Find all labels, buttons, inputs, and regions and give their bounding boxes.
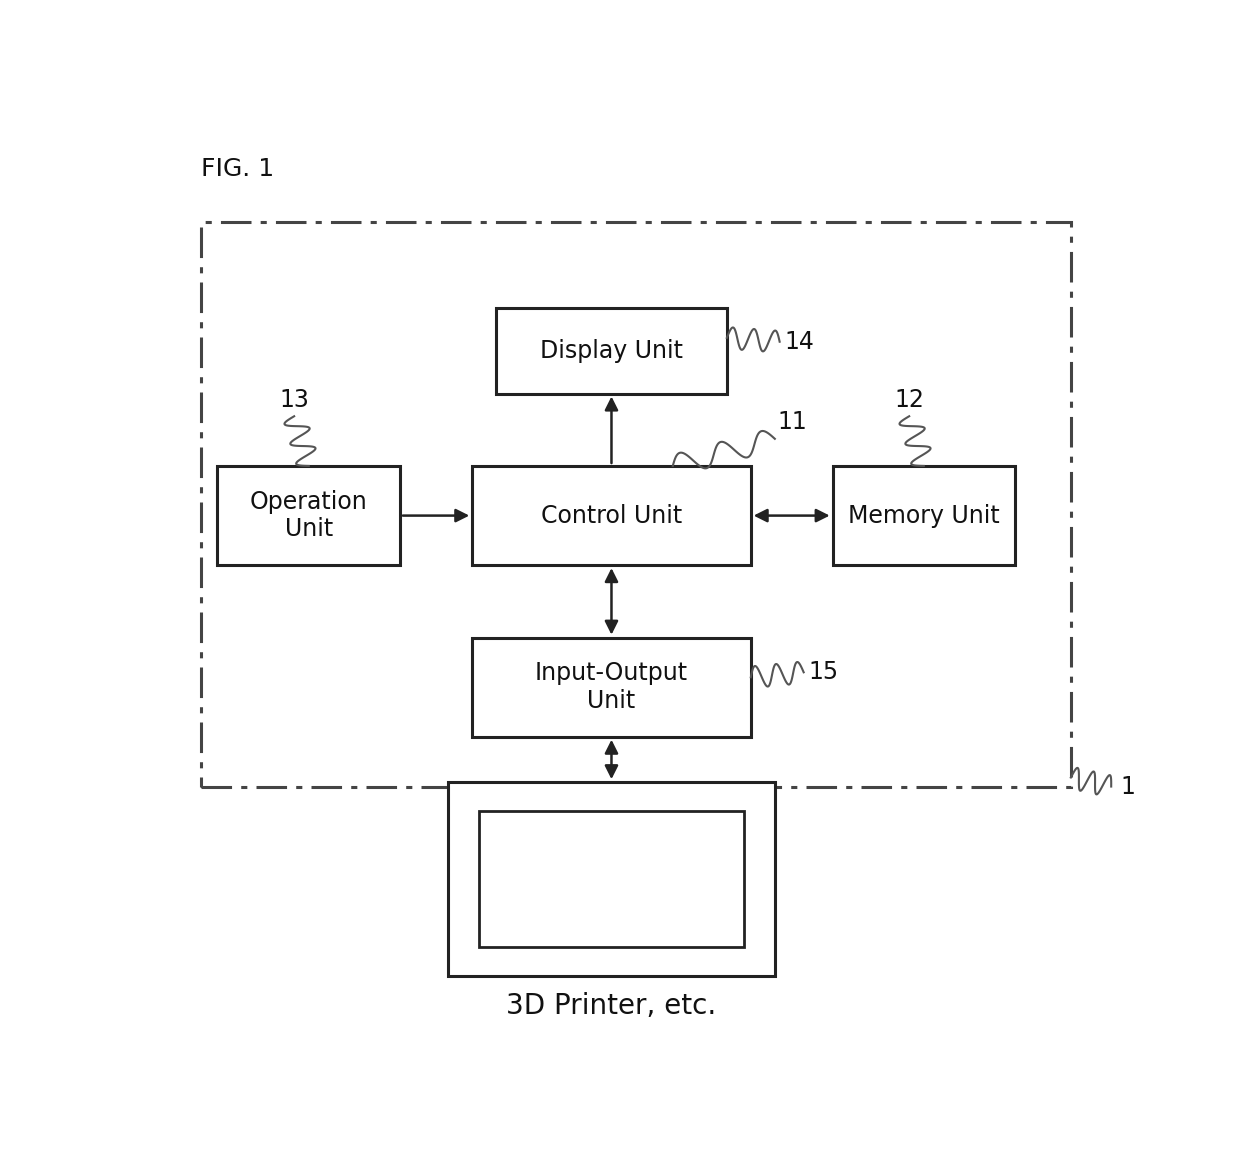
Bar <box>448 782 775 976</box>
Text: Operation
Unit: Operation Unit <box>250 489 367 542</box>
Text: Input-Output
Unit: Input-Output Unit <box>534 662 688 713</box>
Bar <box>496 307 727 394</box>
Text: Memory Unit: Memory Unit <box>848 503 999 528</box>
Text: FIG. 1: FIG. 1 <box>201 157 274 182</box>
Bar <box>472 638 750 737</box>
Bar <box>201 222 1071 787</box>
Text: 1: 1 <box>1121 774 1136 799</box>
Text: 14: 14 <box>785 330 815 354</box>
Bar <box>479 811 744 948</box>
Text: Display Unit: Display Unit <box>539 339 683 362</box>
Text: 11: 11 <box>777 411 807 434</box>
Text: 15: 15 <box>808 660 838 684</box>
Bar <box>472 466 750 565</box>
Text: Control Unit: Control Unit <box>541 503 682 528</box>
Bar <box>832 466 1016 565</box>
Text: 12: 12 <box>894 388 924 412</box>
Bar <box>217 466 401 565</box>
Text: 13: 13 <box>279 388 309 412</box>
Text: 3D Printer, etc.: 3D Printer, etc. <box>506 992 717 1021</box>
